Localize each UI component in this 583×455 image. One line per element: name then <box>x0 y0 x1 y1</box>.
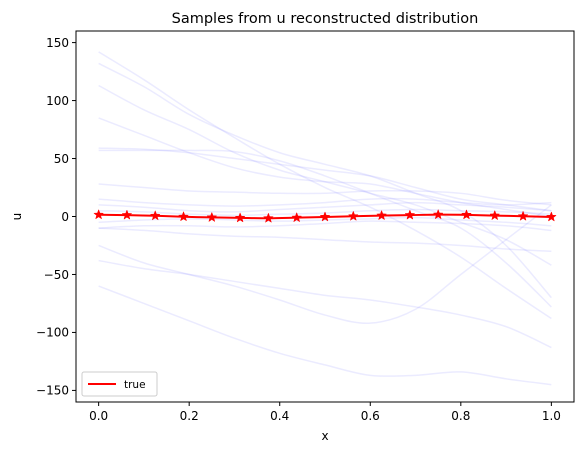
x-axis-label: x <box>321 429 328 443</box>
legend: true <box>82 372 157 396</box>
y-axis-label: u <box>10 213 24 221</box>
x-tick-label: 0.4 <box>270 409 289 423</box>
y-tick-label: 150 <box>46 36 69 50</box>
x-tick-label: 0.2 <box>180 409 199 423</box>
sample-curve-1 <box>99 52 552 319</box>
x-axis-ticks: 0.0 0.2 0.4 0.6 0.8 1.0 <box>89 402 561 423</box>
sample-curve-16 <box>99 228 552 251</box>
sample-curve-6 <box>99 150 552 307</box>
y-tick-label: 100 <box>46 94 69 108</box>
x-tick-label: 0.0 <box>89 409 108 423</box>
sample-curve-5 <box>99 148 552 211</box>
x-tick-label: 0.6 <box>361 409 380 423</box>
sample-curve-14 <box>99 261 552 348</box>
y-axis-ticks: −150 −100 −50 0 50 100 150 <box>36 36 76 398</box>
sample-curve-15 <box>99 286 552 385</box>
y-tick-label: −100 <box>36 326 69 340</box>
chart-title: Samples from u reconstructed distributio… <box>172 11 479 27</box>
sample-curve-2 <box>99 63 552 297</box>
legend-label-true: true <box>124 379 146 391</box>
y-tick-label: 50 <box>54 152 69 166</box>
x-tick-label: 0.8 <box>451 409 470 423</box>
y-tick-label: −150 <box>36 384 69 398</box>
y-tick-label: 0 <box>61 210 69 224</box>
x-tick-label: 1.0 <box>542 409 561 423</box>
sample-curve-13 <box>99 205 552 323</box>
y-tick-label: −50 <box>44 268 69 282</box>
